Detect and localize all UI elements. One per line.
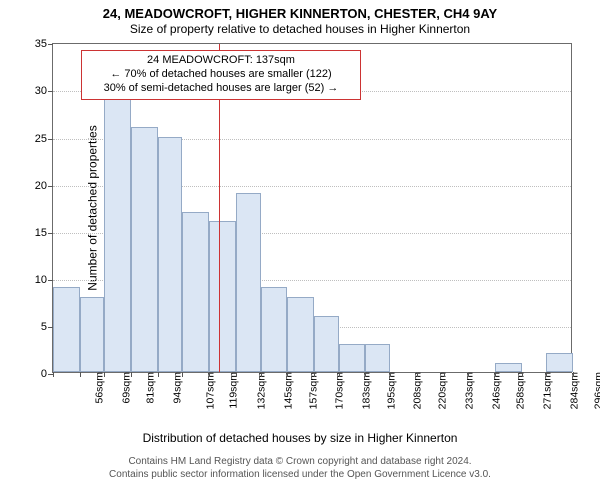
- footer-attribution: Contains HM Land Registry data © Crown c…: [0, 455, 600, 481]
- ytick-label: 35: [35, 38, 53, 50]
- xtick-label: 69sqm: [115, 372, 132, 404]
- xtick-label: 56sqm: [89, 372, 106, 404]
- histogram-bar: [261, 287, 288, 372]
- annotation-line1: 24 MEADOWCROFT: 137sqm: [90, 54, 352, 68]
- chart-container: Number of detached properties 0510152025…: [52, 43, 572, 373]
- histogram-bar: [209, 221, 236, 372]
- xtick-mark: [390, 372, 391, 377]
- xtick-mark: [287, 372, 288, 377]
- histogram-bar: [80, 297, 105, 372]
- plot-area: 0510152025303556sqm69sqm81sqm94sqm107sqm…: [52, 43, 572, 373]
- xtick-mark: [261, 372, 262, 377]
- xtick-label: 246sqm: [485, 372, 502, 409]
- histogram-bar: [365, 344, 390, 372]
- xtick-mark: [80, 372, 81, 377]
- xtick-label: 119sqm: [223, 372, 240, 409]
- ytick-label: 15: [35, 227, 53, 239]
- xtick-mark: [182, 372, 183, 377]
- xtick-label: 233sqm: [458, 372, 475, 409]
- xtick-label: 208sqm: [407, 372, 424, 409]
- xtick-mark: [131, 372, 132, 377]
- histogram-bar: [495, 363, 522, 372]
- ytick-label: 0: [41, 368, 53, 380]
- ytick-label: 25: [35, 133, 53, 145]
- xtick-label: 296sqm: [588, 372, 600, 409]
- xtick-mark: [573, 372, 574, 377]
- xtick-label: 81sqm: [140, 372, 157, 404]
- histogram-bar: [104, 99, 131, 372]
- annotation-box: 24 MEADOWCROFT: 137sqm ← 70% of detached…: [81, 50, 361, 99]
- title-line1: 24, MEADOWCROFT, HIGHER KINNERTON, CHEST…: [0, 6, 600, 22]
- x-axis-label: Distribution of detached houses by size …: [0, 431, 600, 445]
- xtick-mark: [314, 372, 315, 377]
- histogram-bar: [182, 212, 209, 372]
- xtick-label: 157sqm: [302, 372, 319, 409]
- histogram-bar: [53, 287, 80, 372]
- title-line2: Size of property relative to detached ho…: [0, 22, 600, 37]
- xtick-label: 271sqm: [536, 372, 553, 409]
- ytick-label: 10: [35, 274, 53, 286]
- histogram-bar: [158, 137, 183, 373]
- xtick-label: 170sqm: [329, 372, 346, 409]
- xtick-mark: [365, 372, 366, 377]
- xtick-label: 258sqm: [510, 372, 527, 409]
- xtick-label: 183sqm: [355, 372, 372, 409]
- xtick-mark: [546, 372, 547, 377]
- xtick-label: 132sqm: [251, 372, 268, 409]
- xtick-mark: [104, 372, 105, 377]
- xtick-mark: [158, 372, 159, 377]
- histogram-bar: [546, 353, 573, 372]
- histogram-bar: [236, 193, 261, 372]
- ytick-label: 5: [41, 321, 53, 333]
- annotation-line2: ← 70% of detached houses are smaller (12…: [90, 68, 352, 82]
- xtick-label: 195sqm: [380, 372, 397, 409]
- footer-line1: Contains HM Land Registry data © Crown c…: [0, 455, 600, 468]
- xtick-mark: [209, 372, 210, 377]
- histogram-bar: [131, 127, 158, 372]
- xtick-label: 284sqm: [563, 372, 580, 409]
- histogram-bar: [314, 316, 339, 373]
- xtick-label: 94sqm: [167, 372, 184, 404]
- xtick-label: 220sqm: [431, 372, 448, 409]
- annotation-line3: 30% of semi-detached houses are larger (…: [90, 82, 352, 96]
- xtick-label: 107sqm: [199, 372, 216, 409]
- xtick-mark: [236, 372, 237, 377]
- xtick-label: 145sqm: [277, 372, 294, 409]
- xtick-mark: [522, 372, 523, 377]
- xtick-mark: [495, 372, 496, 377]
- ytick-label: 20: [35, 180, 53, 192]
- histogram-bar: [339, 344, 366, 372]
- xtick-mark: [444, 372, 445, 377]
- chart-title-block: 24, MEADOWCROFT, HIGHER KINNERTON, CHEST…: [0, 0, 600, 37]
- ytick-label: 30: [35, 85, 53, 97]
- xtick-mark: [417, 372, 418, 377]
- xtick-mark: [339, 372, 340, 377]
- histogram-bar: [287, 297, 314, 372]
- footer-line2: Contains public sector information licen…: [0, 468, 600, 481]
- xtick-mark: [53, 372, 54, 377]
- xtick-mark: [468, 372, 469, 377]
